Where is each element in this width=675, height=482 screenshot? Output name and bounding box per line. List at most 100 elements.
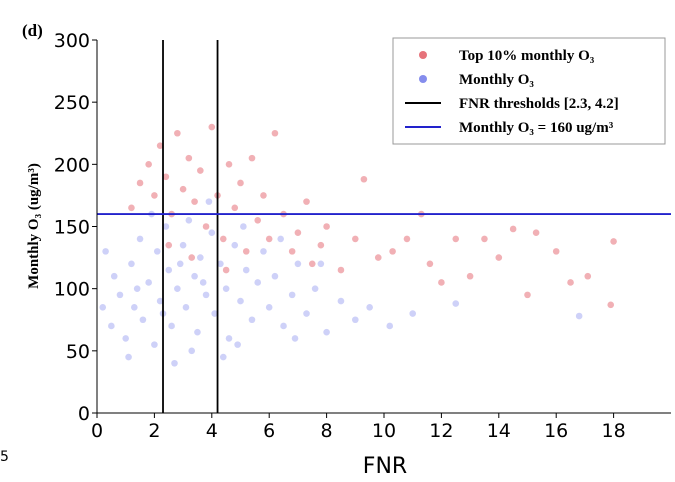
y-tick-label: 250 bbox=[54, 92, 90, 114]
point bbox=[584, 272, 592, 280]
point bbox=[199, 279, 207, 286]
point bbox=[197, 254, 204, 261]
point bbox=[242, 266, 250, 274]
point bbox=[237, 179, 244, 187]
point bbox=[188, 254, 196, 261]
point bbox=[219, 235, 227, 243]
point bbox=[185, 154, 193, 162]
y-tick-label: 300 bbox=[54, 30, 90, 52]
x-tick-label: 8 bbox=[321, 420, 333, 442]
point bbox=[481, 235, 488, 243]
point bbox=[102, 248, 109, 255]
point bbox=[145, 279, 152, 286]
point bbox=[136, 235, 144, 243]
point bbox=[317, 241, 325, 249]
point bbox=[426, 260, 434, 268]
point bbox=[153, 248, 161, 255]
point bbox=[179, 241, 187, 249]
point bbox=[248, 316, 256, 324]
point bbox=[532, 229, 540, 237]
point bbox=[162, 223, 170, 230]
x-tick-label: 10 bbox=[372, 420, 396, 442]
point bbox=[222, 285, 230, 292]
point bbox=[360, 175, 368, 183]
point bbox=[171, 359, 178, 367]
y-tick-label: 100 bbox=[54, 279, 90, 301]
point bbox=[219, 353, 227, 361]
point bbox=[466, 272, 474, 280]
y-tick-label: 0 bbox=[78, 403, 90, 425]
point bbox=[191, 198, 198, 205]
x-tick-label: 12 bbox=[429, 420, 453, 442]
point bbox=[205, 198, 213, 205]
point bbox=[607, 301, 615, 309]
x-tick-label: 2 bbox=[148, 420, 160, 442]
plot-area: 0 2 4 6 8 10 12 14 16 18 0 50 100 150 200 250 300 bbox=[54, 30, 671, 442]
legend-marker bbox=[419, 75, 427, 83]
point bbox=[366, 304, 373, 311]
point bbox=[389, 248, 396, 255]
point bbox=[202, 223, 210, 230]
x-tick-label: 6 bbox=[263, 420, 275, 442]
point bbox=[317, 260, 325, 268]
point bbox=[288, 248, 296, 255]
point bbox=[191, 272, 198, 280]
point bbox=[248, 154, 256, 162]
point bbox=[323, 328, 330, 336]
point bbox=[231, 204, 239, 212]
point bbox=[552, 248, 560, 255]
point bbox=[288, 291, 296, 299]
point bbox=[294, 260, 302, 268]
point bbox=[524, 291, 531, 299]
point bbox=[108, 322, 115, 330]
point bbox=[509, 225, 517, 233]
point bbox=[374, 254, 382, 261]
point bbox=[495, 254, 503, 261]
point bbox=[208, 123, 216, 131]
y-tick-label: 150 bbox=[54, 217, 90, 239]
point bbox=[99, 304, 107, 311]
y-tick-label: 200 bbox=[54, 154, 90, 176]
point bbox=[352, 235, 359, 243]
point bbox=[133, 285, 141, 292]
point bbox=[610, 238, 617, 245]
point bbox=[174, 129, 181, 137]
point bbox=[225, 161, 233, 168]
point bbox=[260, 248, 267, 255]
panel-label: (d) bbox=[22, 21, 43, 40]
x-tick-label: 18 bbox=[602, 420, 626, 442]
legend-label: FNR thresholds [2.3, 4.2] bbox=[459, 96, 619, 112]
point bbox=[308, 260, 316, 268]
point bbox=[567, 279, 574, 286]
point bbox=[162, 173, 170, 181]
point bbox=[128, 260, 135, 268]
edge-fragment: 5 bbox=[0, 449, 9, 465]
point bbox=[211, 310, 218, 317]
point bbox=[185, 216, 193, 224]
point bbox=[176, 260, 184, 268]
x-tick-label: 0 bbox=[91, 420, 103, 442]
point bbox=[222, 266, 230, 274]
legend-label: Top 10% monthly O₃ bbox=[459, 48, 595, 64]
x-tick-label: 4 bbox=[206, 420, 218, 442]
y-tick-label: 50 bbox=[66, 341, 90, 363]
point bbox=[197, 167, 204, 174]
point bbox=[265, 304, 273, 311]
point bbox=[438, 279, 445, 286]
point bbox=[234, 341, 241, 348]
point bbox=[303, 198, 310, 205]
x-tick-label: 14 bbox=[487, 420, 511, 442]
legend-marker bbox=[419, 51, 427, 59]
point bbox=[156, 297, 164, 305]
point bbox=[208, 229, 216, 237]
point bbox=[122, 335, 129, 342]
point bbox=[165, 266, 173, 274]
point bbox=[291, 335, 299, 342]
point bbox=[242, 248, 250, 255]
point bbox=[303, 310, 310, 317]
x-axis-label: FNR bbox=[363, 454, 407, 479]
point bbox=[225, 335, 233, 342]
x-tick-label: 16 bbox=[544, 420, 568, 442]
